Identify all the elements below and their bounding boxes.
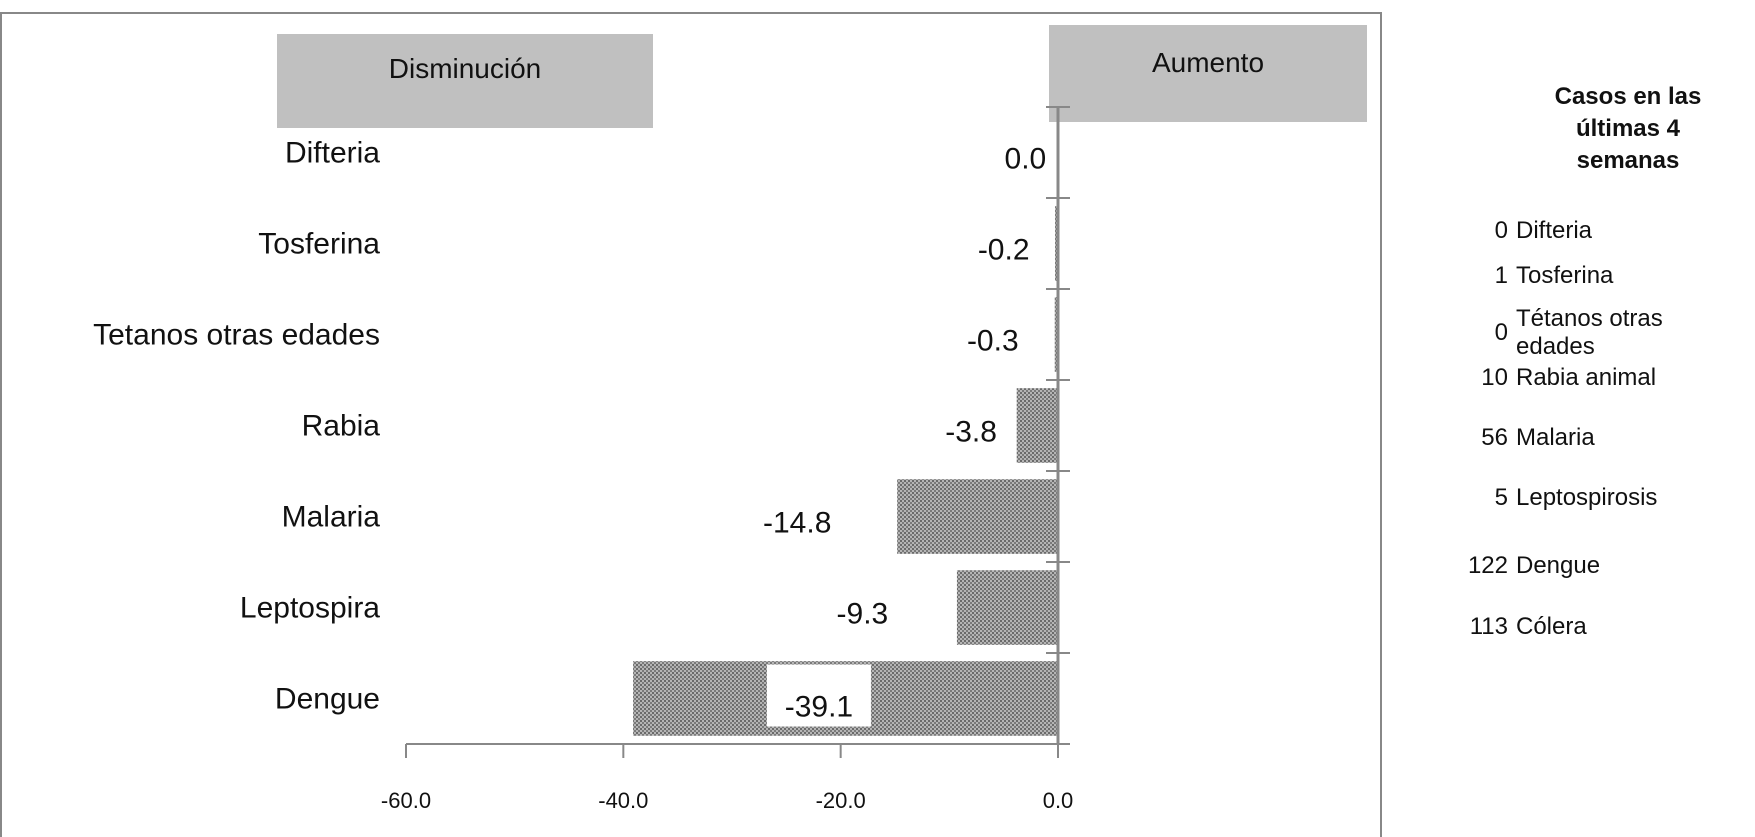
category-labels-layer: Difteria Tosferina Tetanos otras edades Rab… xyxy=(93,137,380,716)
side-panel-disease: Tosferina xyxy=(1516,262,1614,289)
decrease-box xyxy=(277,34,653,128)
side-panel: Casos en las últimas 4 semanas 0 Difteria 1 To… xyxy=(1468,83,1701,640)
bar xyxy=(1054,297,1058,372)
side-panel-disease: Dengue xyxy=(1516,552,1600,579)
bars-layer xyxy=(633,206,1058,736)
axis-ticks-layer: -60.0 -40.0 -20.0 0.0 xyxy=(381,106,1074,813)
side-panel-title-line: semanas xyxy=(1577,147,1680,174)
side-panel-count: 0 xyxy=(1495,319,1508,346)
value-label: -14.8 xyxy=(763,507,831,540)
bar xyxy=(956,570,1058,645)
x-tick-label: -20.0 xyxy=(816,788,866,813)
x-tick-label: -40.0 xyxy=(598,788,648,813)
side-panel-disease: Tétanos otras xyxy=(1516,305,1663,332)
category-label: Tetanos otras edades xyxy=(93,319,380,352)
bar xyxy=(1016,388,1058,463)
side-panel-disease: edades xyxy=(1516,333,1595,360)
value-label: -0.3 xyxy=(967,325,1019,358)
value-label: -39.1 xyxy=(785,691,853,724)
side-panel-title-line: últimas 4 xyxy=(1576,115,1681,142)
side-panel-count: 10 xyxy=(1481,364,1508,391)
side-panel-count: 56 xyxy=(1481,424,1508,451)
category-label: Difteria xyxy=(285,137,380,170)
side-panel-disease: Leptospirosis xyxy=(1516,484,1657,511)
category-label: Rabia xyxy=(302,410,381,443)
value-labels-layer: 0.0 -0.2 -0.3 -3.8 -14.8 -9.3 -39.1 xyxy=(763,143,1046,727)
value-label-background xyxy=(766,664,871,727)
side-panel-count: 0 xyxy=(1495,217,1508,244)
side-panel-count: 5 xyxy=(1495,484,1508,511)
side-panel-title-line: Casos en las xyxy=(1555,83,1702,110)
category-label: Malaria xyxy=(282,501,381,534)
increase-box-label: Aumento xyxy=(1152,47,1264,78)
side-panel-disease: Rabia animal xyxy=(1516,364,1656,391)
x-tick-label: 0.0 xyxy=(1043,788,1074,813)
value-label: -0.2 xyxy=(978,234,1030,267)
side-panel-count: 113 xyxy=(1470,613,1508,640)
category-label: Dengue xyxy=(275,683,380,716)
side-panel-disease: Malaria xyxy=(1516,424,1595,451)
side-panel-disease: Cólera xyxy=(1516,613,1587,640)
plot-frame xyxy=(0,12,1382,837)
side-panel-disease: Difteria xyxy=(1516,217,1593,244)
category-label: Tosferina xyxy=(258,228,380,261)
x-tick-label: -60.0 xyxy=(381,788,431,813)
side-panel-count: 122 xyxy=(1468,552,1508,579)
value-label: 0.0 xyxy=(1005,143,1047,176)
side-panel-count: 1 xyxy=(1495,262,1508,289)
bar xyxy=(897,479,1058,554)
value-label: -9.3 xyxy=(837,598,889,631)
value-label: -3.8 xyxy=(945,416,997,449)
increase-box xyxy=(1049,25,1367,122)
decrease-box-label: Disminución xyxy=(389,53,542,84)
category-label: Leptospira xyxy=(240,592,380,625)
